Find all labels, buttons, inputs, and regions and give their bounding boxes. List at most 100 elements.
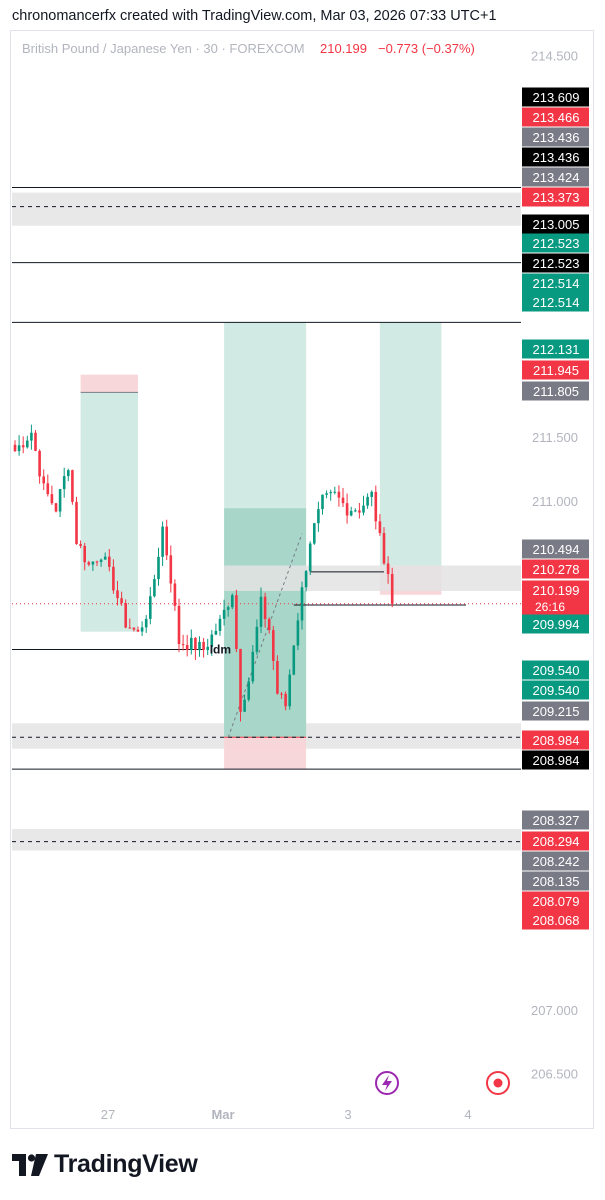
candle[interactable] (190, 629, 193, 655)
candle[interactable] (58, 488, 62, 517)
candle[interactable] (390, 567, 394, 608)
candle[interactable] (288, 669, 291, 710)
candle[interactable] (116, 580, 119, 606)
candle[interactable] (26, 435, 29, 449)
candle[interactable] (218, 615, 222, 636)
record-icon[interactable] (486, 1071, 510, 1095)
candle[interactable] (296, 612, 300, 651)
candle[interactable] (239, 648, 242, 722)
tradingview-logo[interactable]: TradingView (12, 1150, 198, 1179)
candle[interactable] (181, 634, 185, 651)
candle[interactable] (366, 493, 369, 509)
candle[interactable] (325, 490, 328, 499)
candle[interactable] (329, 489, 332, 501)
candle[interactable] (321, 494, 324, 515)
candle[interactable] (222, 599, 226, 626)
candle[interactable] (226, 605, 230, 617)
candle[interactable] (17, 435, 21, 456)
candle[interactable] (83, 542, 86, 571)
candle[interactable] (46, 474, 50, 497)
candle[interactable] (120, 591, 123, 606)
candle[interactable] (95, 560, 99, 567)
candle-body (132, 627, 136, 630)
candle[interactable] (103, 552, 107, 560)
candle[interactable] (50, 485, 54, 505)
candle[interactable] (362, 495, 365, 516)
lightning-icon[interactable] (375, 1071, 399, 1095)
candle[interactable] (374, 485, 378, 530)
toolbar-icons[interactable] (375, 1071, 510, 1095)
candle[interactable] (124, 599, 127, 629)
candle[interactable] (173, 579, 177, 611)
candle[interactable] (194, 637, 197, 660)
candle[interactable] (21, 436, 25, 454)
candle[interactable] (108, 548, 111, 572)
candle[interactable] (112, 559, 115, 594)
candle[interactable] (185, 634, 189, 657)
candle[interactable] (345, 493, 349, 524)
candle[interactable] (214, 623, 218, 636)
candle[interactable] (79, 540, 82, 549)
candle[interactable] (198, 636, 201, 657)
candle[interactable] (144, 615, 148, 633)
candle[interactable] (87, 560, 91, 567)
candle[interactable] (292, 645, 296, 676)
candle[interactable] (337, 485, 341, 507)
chart-svg[interactable]: Idm 214.500211.500211.000208.500207.0002… (0, 0, 605, 1135)
candle[interactable] (243, 694, 246, 713)
candle[interactable] (313, 522, 316, 545)
candle[interactable] (370, 490, 373, 507)
candle[interactable] (354, 508, 357, 513)
candle[interactable] (157, 547, 160, 586)
candle[interactable] (251, 645, 255, 684)
candle[interactable] (38, 449, 41, 484)
candle[interactable] (34, 430, 37, 452)
candle[interactable] (284, 691, 287, 711)
candle[interactable] (341, 487, 345, 508)
candle[interactable] (304, 570, 308, 592)
candle[interactable] (177, 598, 181, 653)
candle[interactable] (247, 677, 250, 702)
candle[interactable] (132, 627, 136, 632)
candle[interactable] (161, 521, 164, 567)
candle[interactable] (210, 630, 214, 656)
candle[interactable] (99, 558, 103, 567)
candle[interactable] (128, 618, 132, 629)
candle[interactable] (263, 592, 267, 628)
candle[interactable] (272, 625, 275, 671)
candle[interactable] (30, 424, 33, 450)
candle[interactable] (255, 619, 259, 655)
candle[interactable] (231, 593, 234, 610)
candle[interactable] (317, 501, 320, 532)
candle[interactable] (308, 541, 312, 576)
candle[interactable] (169, 545, 173, 593)
candle[interactable] (333, 486, 337, 495)
candle[interactable] (91, 561, 95, 571)
candle[interactable] (280, 692, 283, 699)
candle[interactable] (358, 503, 361, 519)
candle[interactable] (267, 617, 271, 634)
candle[interactable] (206, 638, 209, 656)
candle[interactable] (75, 496, 78, 545)
candle[interactable] (386, 556, 390, 584)
candle[interactable] (165, 519, 168, 561)
candle[interactable] (235, 589, 238, 653)
candle[interactable] (67, 468, 70, 482)
candle[interactable] (62, 467, 66, 498)
candle[interactable] (149, 587, 152, 625)
candle[interactable] (276, 655, 279, 695)
candle[interactable] (140, 621, 144, 637)
candle[interactable] (54, 502, 58, 513)
candle[interactable] (378, 514, 382, 536)
candles-layer[interactable] (13, 424, 394, 722)
candle[interactable] (349, 506, 353, 517)
candle[interactable] (71, 469, 74, 505)
candle[interactable] (13, 440, 17, 453)
candle[interactable] (42, 469, 45, 491)
candle[interactable] (202, 637, 205, 658)
candle[interactable] (259, 587, 263, 633)
candle[interactable] (153, 574, 156, 598)
candle[interactable] (382, 527, 386, 565)
candle[interactable] (300, 581, 304, 630)
candle[interactable] (136, 626, 140, 632)
